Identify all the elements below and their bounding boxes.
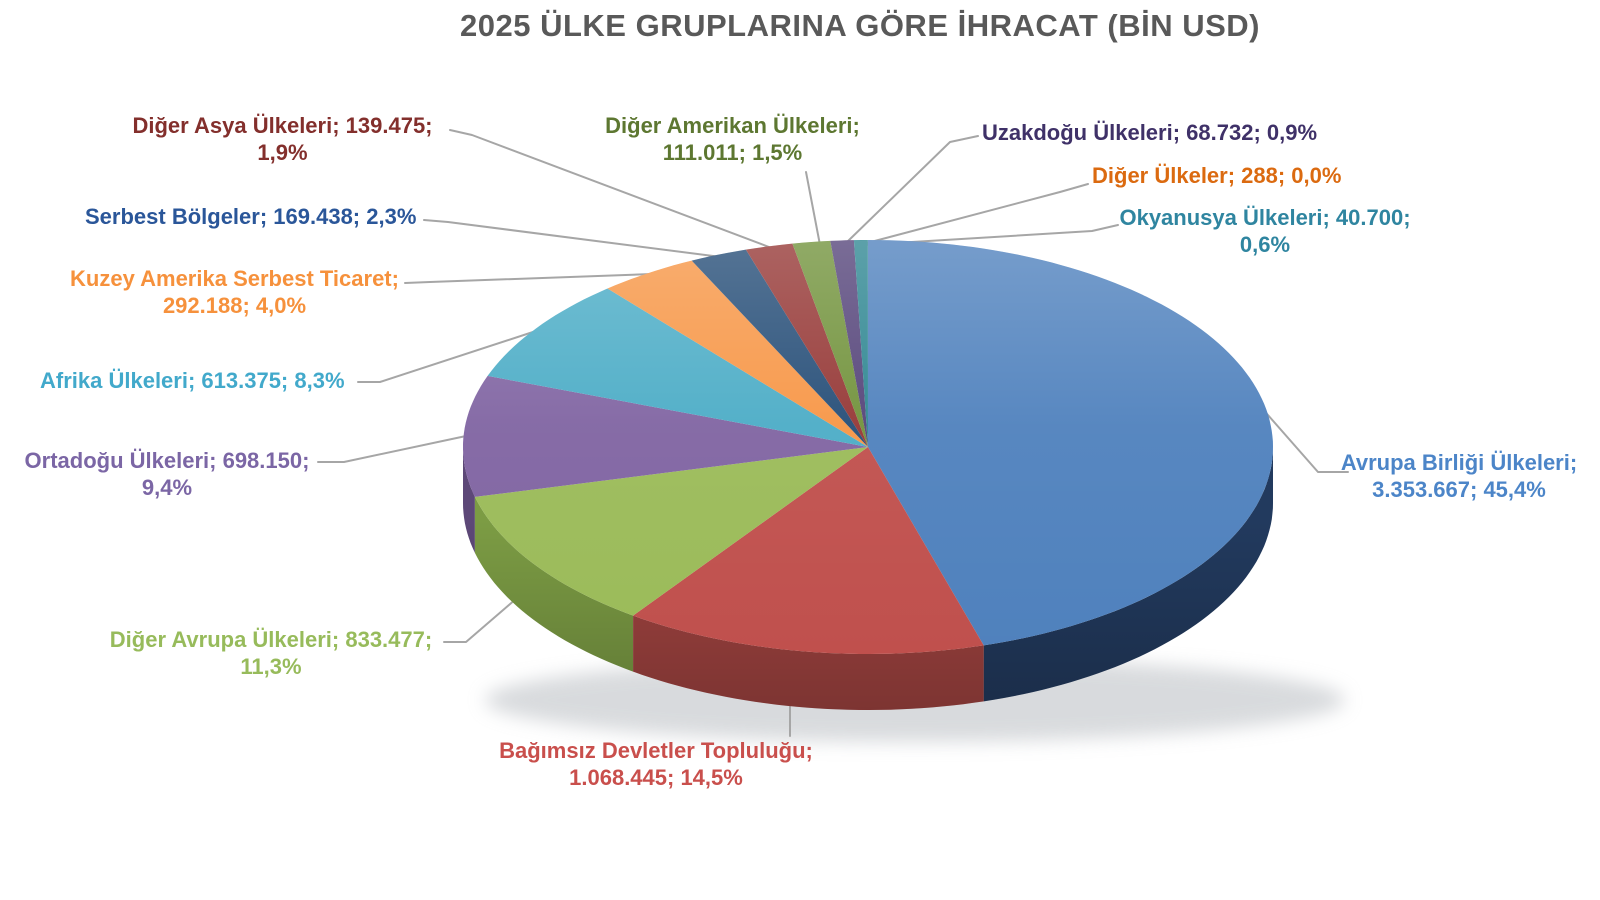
slice-label-line: 111.011; 1,5%	[662, 140, 803, 165]
slice-label-line: Okyanusya Ülkeleri; 40.700;	[1119, 205, 1411, 230]
leader-line-sb	[423, 219, 722, 258]
slice-label-line: Serbest Bölgeler; 169.438; 2,3%	[85, 204, 417, 229]
slice-label-uzakdogu-ulkeleri: Uzakdoğu Ülkeleri; 68.732; 0,9%	[982, 119, 1317, 146]
slice-label-diger-amerikan-ulkeleri: Diğer Amerikan Ülkeleri; 111.011; 1,5%	[575, 112, 890, 166]
slice-label-avrupa-birligi-ulkeleri: Avrupa Birliği Ülkeleri; 3.353.667; 45,4…	[1315, 449, 1600, 503]
slice-label-line: Uzakdoğu Ülkeleri; 68.732; 0,9%	[982, 120, 1318, 145]
chart-title: 2025 ÜLKE GRUPLARINA GÖRE İHRACAT (BİN U…	[460, 8, 1260, 43]
slice-label-diger-avrupa-ulkeleri: Diğer Avrupa Ülkeleri; 833.477; 11,3%	[95, 626, 447, 680]
slice-label-line: 292.188; 4,0%	[162, 293, 307, 318]
slice-label-afrika-ulkeleri: Afrika Ülkeleri; 613.375; 8,3%	[40, 367, 345, 394]
slice-label-line: 3.353.667; 45,4%	[1372, 477, 1546, 502]
slice-label-diger-ulkeler: Diğer Ülkeler; 288; 0,0%	[1092, 162, 1341, 189]
slice-label-line: Ortadoğu Ülkeleri; 698.150;	[24, 448, 310, 473]
slice-label-diger-asya-ulkeleri: Diğer Asya Ülkeleri; 139.475; 1,9%	[110, 112, 455, 166]
slice-label-line: 1,9%	[257, 140, 308, 165]
slice-label-line: Diğer Asya Ülkeleri; 139.475;	[132, 113, 433, 138]
slice-label-line: Afrika Ülkeleri; 613.375; 8,3%	[40, 368, 345, 393]
leader-line-ort	[317, 435, 467, 463]
slice-label-ortadogu-ulkeleri: Ortadoğu Ülkeleri; 698.150; 9,4%	[12, 447, 322, 501]
pie-top-sheen	[463, 240, 1273, 654]
leader-line-ab	[1259, 405, 1349, 473]
slice-label-line: 1.068.445; 14,5%	[569, 765, 743, 790]
slice-label-kuzey-amerika-serbest-ticaret: Kuzey Amerika Serbest Ticaret; 292.188; …	[62, 265, 407, 319]
slice-label-line: Kuzey Amerika Serbest Ticaret;	[70, 266, 399, 291]
pie-rim-shading	[463, 447, 1273, 710]
leader-line-afr	[357, 329, 540, 383]
slice-label-line: Diğer Avrupa Ülkeleri; 833.477;	[109, 627, 433, 652]
slice-label-okyanusya-ulkeleri: Okyanusya Ülkeleri; 40.700; 0,6%	[1105, 204, 1425, 258]
slice-label-line: Diğer Amerikan Ülkeleri;	[605, 113, 860, 138]
slice-label-serbest-bolgeler: Serbest Bölgeler; 169.438; 2,3%	[85, 203, 416, 230]
leader-line-kas	[404, 273, 653, 284]
slice-label-bagimsiz-devletler-toplulugu: Bağımsız Devletler Topluluğu; 1.068.445;…	[478, 737, 834, 791]
slice-label-line: 11,3%	[240, 654, 302, 679]
leader-line-uzk	[846, 135, 979, 243]
slice-label-line: Diğer Ülkeler; 288; 0,0%	[1092, 163, 1342, 188]
leader-line-oky	[861, 224, 1119, 246]
slice-label-line: Bağımsız Devletler Topluluğu;	[499, 738, 813, 763]
leader-line-dam	[805, 171, 821, 246]
slice-label-line: 0,6%	[1239, 232, 1291, 257]
leader-line-das	[449, 129, 770, 248]
slice-label-line: 9,4%	[141, 475, 193, 500]
leader-line-dav	[443, 591, 525, 643]
leader-line-dul	[866, 183, 1089, 244]
slice-label-line: Avrupa Birliği Ülkeleri;	[1340, 450, 1578, 475]
